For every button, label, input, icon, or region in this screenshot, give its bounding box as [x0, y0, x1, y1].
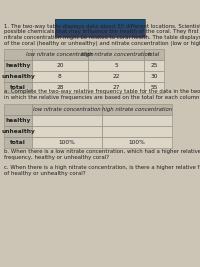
Text: unhealthy: unhealthy [1, 129, 35, 134]
Bar [55, 28, 145, 29]
Bar [55, 20, 145, 21]
Bar [4, 126, 32, 137]
Bar [88, 71, 144, 82]
Text: total: total [10, 140, 26, 145]
Bar [32, 49, 88, 60]
Text: frequency, healthy or unhealthy coral?: frequency, healthy or unhealthy coral? [4, 155, 109, 159]
Text: 100%: 100% [129, 140, 145, 145]
Text: 28: 28 [56, 85, 64, 90]
Text: possible chemicals that may influence the health of the coral. They first look a: possible chemicals that may influence th… [4, 29, 200, 34]
Text: 30: 30 [150, 74, 158, 79]
Text: high nitrate concentration: high nitrate concentration [81, 52, 151, 57]
Bar [32, 115, 102, 126]
Text: 20: 20 [56, 63, 64, 68]
Text: 55: 55 [150, 85, 158, 90]
Bar [55, 26, 145, 27]
Bar [144, 82, 164, 93]
Bar [32, 60, 88, 71]
Text: unhealthy: unhealthy [1, 74, 35, 79]
Bar [4, 115, 32, 126]
Bar [4, 71, 32, 82]
Text: 8: 8 [58, 74, 62, 79]
Bar [32, 126, 102, 137]
Bar [144, 60, 164, 71]
Text: 1. The two-way table displays data about 55 different locations. Scientists have: 1. The two-way table displays data about… [4, 24, 200, 29]
Text: healthy: healthy [5, 118, 31, 123]
Text: healthy: healthy [5, 63, 31, 68]
Bar [32, 104, 102, 115]
Bar [55, 24, 145, 25]
Bar [55, 27, 145, 28]
Bar [55, 36, 145, 37]
Bar [144, 71, 164, 82]
Text: 5: 5 [114, 63, 118, 68]
Bar [4, 82, 32, 93]
Text: nitrate concentration might be related to coral health. The table displays the h: nitrate concentration might be related t… [4, 35, 200, 40]
Bar [55, 30, 145, 31]
Bar [55, 35, 145, 36]
Bar [4, 49, 32, 60]
Text: 27: 27 [112, 85, 120, 90]
Bar [55, 23, 145, 24]
Bar [55, 29, 145, 30]
Bar [55, 19, 145, 20]
Bar [102, 104, 172, 115]
Bar [32, 71, 88, 82]
Bar [88, 82, 144, 93]
Text: total: total [10, 85, 26, 90]
Bar [55, 31, 145, 32]
Text: low nitrate concentration: low nitrate concentration [33, 107, 101, 112]
Bar [55, 19, 145, 37]
Text: low nitrate concentration: low nitrate concentration [26, 52, 94, 57]
Bar [102, 126, 172, 137]
Bar [55, 33, 145, 34]
Text: of the coral (healthy or unhealthy) and nitrate concentration (low or high).: of the coral (healthy or unhealthy) and … [4, 41, 200, 45]
Bar [88, 60, 144, 71]
Text: total: total [148, 52, 160, 57]
Bar [4, 104, 32, 115]
Bar [32, 137, 102, 148]
Bar [55, 25, 145, 26]
Bar [55, 34, 145, 35]
Text: b. When there is a low nitrate concentration, which had a higher relative: b. When there is a low nitrate concentra… [4, 149, 200, 154]
Bar [88, 49, 144, 60]
Bar [55, 32, 145, 33]
Text: high nitrate concentration: high nitrate concentration [102, 107, 172, 112]
Bar [144, 49, 164, 60]
Bar [55, 21, 145, 22]
Text: 22: 22 [112, 74, 120, 79]
Text: 100%: 100% [59, 140, 75, 145]
Bar [32, 82, 88, 93]
Bar [4, 137, 32, 148]
Text: of healthy or unhealthy coral?: of healthy or unhealthy coral? [4, 171, 86, 175]
Bar [4, 60, 32, 71]
Bar [102, 137, 172, 148]
Bar [55, 22, 145, 23]
Bar [102, 115, 172, 126]
Text: in which the relative frequencies are based on the total for each column.: in which the relative frequencies are ba… [4, 95, 200, 100]
Text: a. Complete the two-way relative frequency table for the data in the two-way tab: a. Complete the two-way relative frequen… [4, 89, 200, 94]
Text: 25: 25 [150, 63, 158, 68]
Text: c. When there is a high nitrate concentration, is there a higher relative freque: c. When there is a high nitrate concentr… [4, 165, 200, 170]
